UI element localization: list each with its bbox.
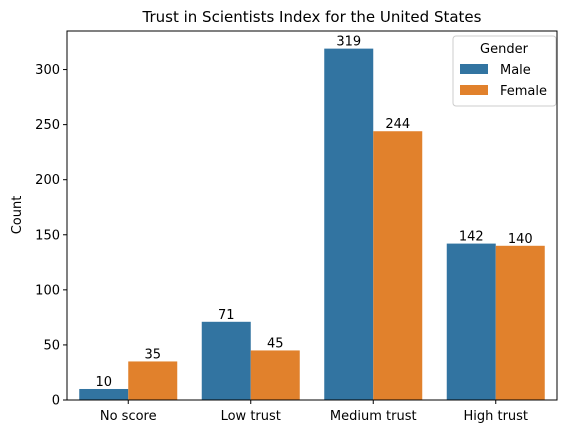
x-tick-label: No score [100, 409, 157, 424]
data-label: 142 [459, 230, 484, 245]
chart-title: Trust in Scientists Index for the United… [142, 8, 482, 26]
legend: Gender Male Female [452, 35, 557, 107]
plot-frame [66, 30, 558, 401]
y-tick-label: 250 [35, 118, 60, 133]
y-tick-label: 0 [52, 394, 60, 409]
legend-swatch-female [460, 85, 488, 95]
legend-label-female: Female [500, 84, 547, 99]
bar-male-2 [324, 48, 374, 401]
data-label: 140 [508, 232, 533, 247]
data-label: 319 [336, 35, 361, 50]
bar-female-0 [128, 361, 178, 400]
y-axis-label: Count [10, 196, 25, 235]
data-label: 10 [95, 375, 112, 390]
legend-label-male: Male [500, 63, 531, 78]
bar-female-2 [373, 131, 423, 400]
bar-male-3 [446, 243, 496, 400]
bar-male-1 [201, 321, 251, 400]
y-tick-label: 150 [35, 228, 60, 243]
plot-area: 10 71 319 142 35 45 244 140 0 50 100 150 200 250 300 No… [35, 30, 558, 424]
y-tick-label: 200 [35, 173, 60, 188]
x-tick-label: High trust [463, 409, 528, 424]
x-tick-label: Low trust [221, 409, 281, 424]
bar-male-0 [79, 388, 129, 400]
legend-title: Gender [480, 42, 529, 57]
bar-female-1 [250, 350, 300, 400]
data-label: 35 [144, 347, 161, 362]
y-tick-label: 300 [35, 63, 60, 78]
y-tick-label: 100 [35, 283, 60, 298]
data-label: 71 [218, 308, 235, 323]
bar-female-3 [495, 245, 545, 400]
data-label: 244 [385, 117, 410, 132]
data-label: 45 [267, 336, 284, 351]
legend-swatch-male [460, 64, 488, 74]
y-tick-label: 50 [43, 338, 60, 353]
x-tick-label: Medium trust [330, 409, 417, 424]
